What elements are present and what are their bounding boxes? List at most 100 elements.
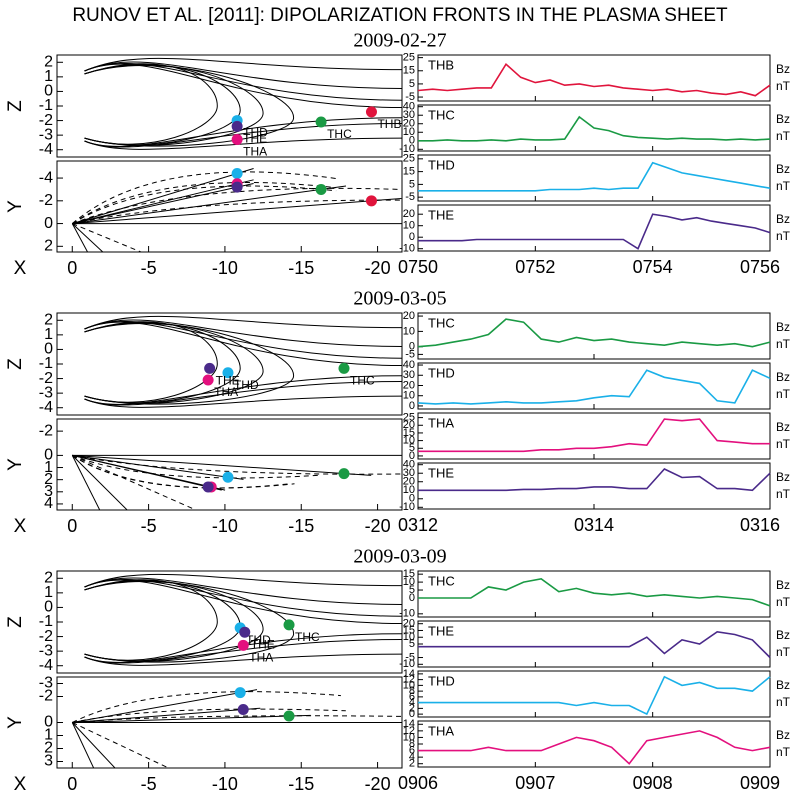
- y-tick-label: 30: [403, 369, 415, 381]
- x-tick-label: -10: [212, 774, 238, 793]
- field-line: [72, 691, 341, 723]
- y-axis-unit: nT: [776, 387, 791, 401]
- y-axis-unit: nT: [776, 229, 791, 243]
- field-line: [84, 65, 295, 147]
- y-axis-unit: nT: [776, 337, 791, 351]
- field-line: [72, 715, 402, 723]
- y-tick-label: 0: [44, 83, 53, 100]
- y-axis-unit: nT: [776, 129, 791, 143]
- time-tick-label: 0754: [633, 257, 673, 277]
- y-tick-label: 20: [403, 476, 415, 488]
- spacecraft-label: THB: [377, 117, 401, 131]
- y-tick-label: 12: [403, 725, 415, 737]
- y-axis-label: Bz: [776, 212, 790, 226]
- panel-frame: [417, 312, 771, 360]
- field-line: [84, 653, 402, 666]
- y-tick-label: -4: [39, 141, 53, 158]
- field-line: [72, 185, 347, 225]
- y-tick-label: 20: [403, 618, 415, 630]
- x-tick-label: 0: [67, 774, 77, 793]
- y-tick-label: 5: [409, 638, 415, 650]
- y-axis-label: Y: [5, 200, 26, 213]
- field-line: [84, 573, 402, 588]
- field-line: [72, 198, 402, 225]
- y-axis-label: Bz: [776, 320, 790, 334]
- y-tick-label: 14: [403, 668, 415, 680]
- panel-frame: [56, 418, 403, 511]
- y-tick-label: 1: [44, 68, 53, 85]
- y-tick-label: -2: [39, 192, 53, 209]
- bz-trace: [418, 161, 771, 192]
- y-tick-label: 5: [409, 78, 415, 90]
- spacecraft-point: [239, 626, 251, 638]
- field-line: [84, 63, 218, 145]
- bz-trace: [418, 578, 771, 607]
- field-lines: [71, 689, 402, 768]
- panel-frame: [417, 412, 771, 460]
- field-line: [84, 579, 402, 624]
- field-line: [72, 714, 311, 723]
- spacecraft-point: [202, 374, 214, 386]
- y-tick-label: 5: [409, 584, 415, 596]
- panel-frame: [417, 204, 771, 252]
- y-axis-label: Z: [5, 358, 26, 370]
- y-tick-label: -4: [39, 169, 53, 186]
- y-tick-label: -2: [39, 422, 53, 439]
- panel-frame: [56, 160, 403, 253]
- panel-frame: [417, 362, 771, 410]
- spacecraft-label: THA: [243, 145, 267, 159]
- y-tick-label: -2: [39, 688, 53, 705]
- y-tick-label: 0: [409, 592, 415, 604]
- x-axis-label: X: [14, 516, 27, 537]
- y-tick-label: 1: [44, 459, 53, 476]
- y-tick-label: 10: [403, 576, 415, 588]
- y-tick-label: 0: [409, 341, 415, 353]
- spacecraft-point: [237, 639, 249, 651]
- probe-label: THD: [428, 673, 455, 688]
- time-tick-label: 0907: [515, 773, 555, 793]
- x-tick-label: -20: [365, 516, 391, 536]
- y-tick-label: 2: [44, 312, 53, 329]
- field-line: [84, 395, 402, 408]
- bz-trace: [417, 318, 771, 348]
- field-line: [84, 381, 402, 406]
- field-line: [84, 63, 402, 108]
- bz-trace: [418, 468, 771, 492]
- field-line: [72, 454, 402, 475]
- spacecraft-point: [231, 168, 243, 180]
- y-tick-label: -10: [399, 501, 415, 513]
- y-axis-label: Bz: [776, 162, 790, 176]
- spacecraft-point: [231, 134, 243, 146]
- probe-label: THB: [428, 57, 454, 72]
- y-axis-unit: nT: [776, 595, 791, 609]
- x-tick-label: -15: [288, 258, 314, 278]
- field-line: [84, 639, 402, 664]
- y-tick-label: -5: [405, 91, 415, 103]
- y-axis-unit: nT: [776, 645, 791, 659]
- spacecraft-point: [204, 362, 216, 374]
- x-axis-label: X: [14, 258, 27, 279]
- field-line: [84, 319, 402, 347]
- spacecraft-label: THA: [214, 385, 238, 399]
- x-tick-label: -20: [365, 258, 391, 278]
- figure-title: RUNOV ET AL. [2011]: DIPOLARIZATION FRON…: [72, 5, 728, 26]
- bz-trace: [418, 115, 771, 142]
- spacecraft-label: THC: [350, 374, 375, 388]
- spacecraft-point: [338, 468, 350, 480]
- spacecraft-label: THD: [246, 633, 271, 647]
- y-tick-label: 20: [403, 419, 415, 431]
- y-axis-label: Y: [5, 458, 26, 471]
- field-lines: [71, 454, 402, 510]
- bz-trace: [418, 418, 770, 453]
- y-tick-label: -1: [39, 355, 53, 372]
- field-line: [72, 187, 402, 225]
- y-tick-label: 15: [403, 624, 415, 636]
- y-tick-label: -2: [39, 112, 53, 129]
- y-tick-label: 10: [403, 484, 415, 496]
- y-tick-label: 6: [409, 691, 415, 703]
- y-tick-label: 0: [44, 447, 53, 464]
- y-tick-label: 4: [44, 495, 53, 512]
- y-tick-label: -5: [405, 348, 415, 360]
- spacecraft-point: [315, 116, 327, 128]
